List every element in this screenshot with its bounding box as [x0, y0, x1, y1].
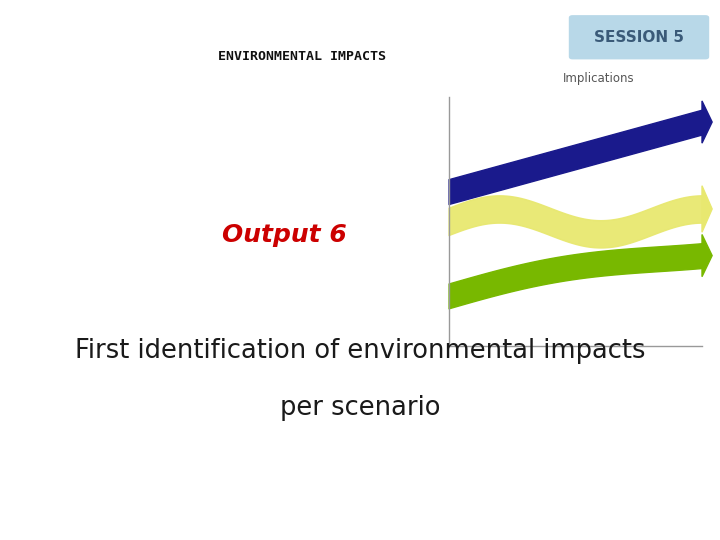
Text: per scenario: per scenario: [280, 395, 440, 421]
Text: Implications: Implications: [563, 72, 635, 85]
Polygon shape: [702, 101, 712, 143]
Polygon shape: [702, 234, 712, 276]
Text: First identification of environmental impacts: First identification of environmental im…: [75, 338, 645, 364]
FancyBboxPatch shape: [569, 15, 709, 59]
Text: ENVIRONMENTAL IMPACTS: ENVIRONMENTAL IMPACTS: [218, 50, 387, 63]
Text: SESSION 5: SESSION 5: [594, 30, 684, 45]
Text: Output 6: Output 6: [222, 223, 347, 247]
Polygon shape: [702, 186, 712, 232]
